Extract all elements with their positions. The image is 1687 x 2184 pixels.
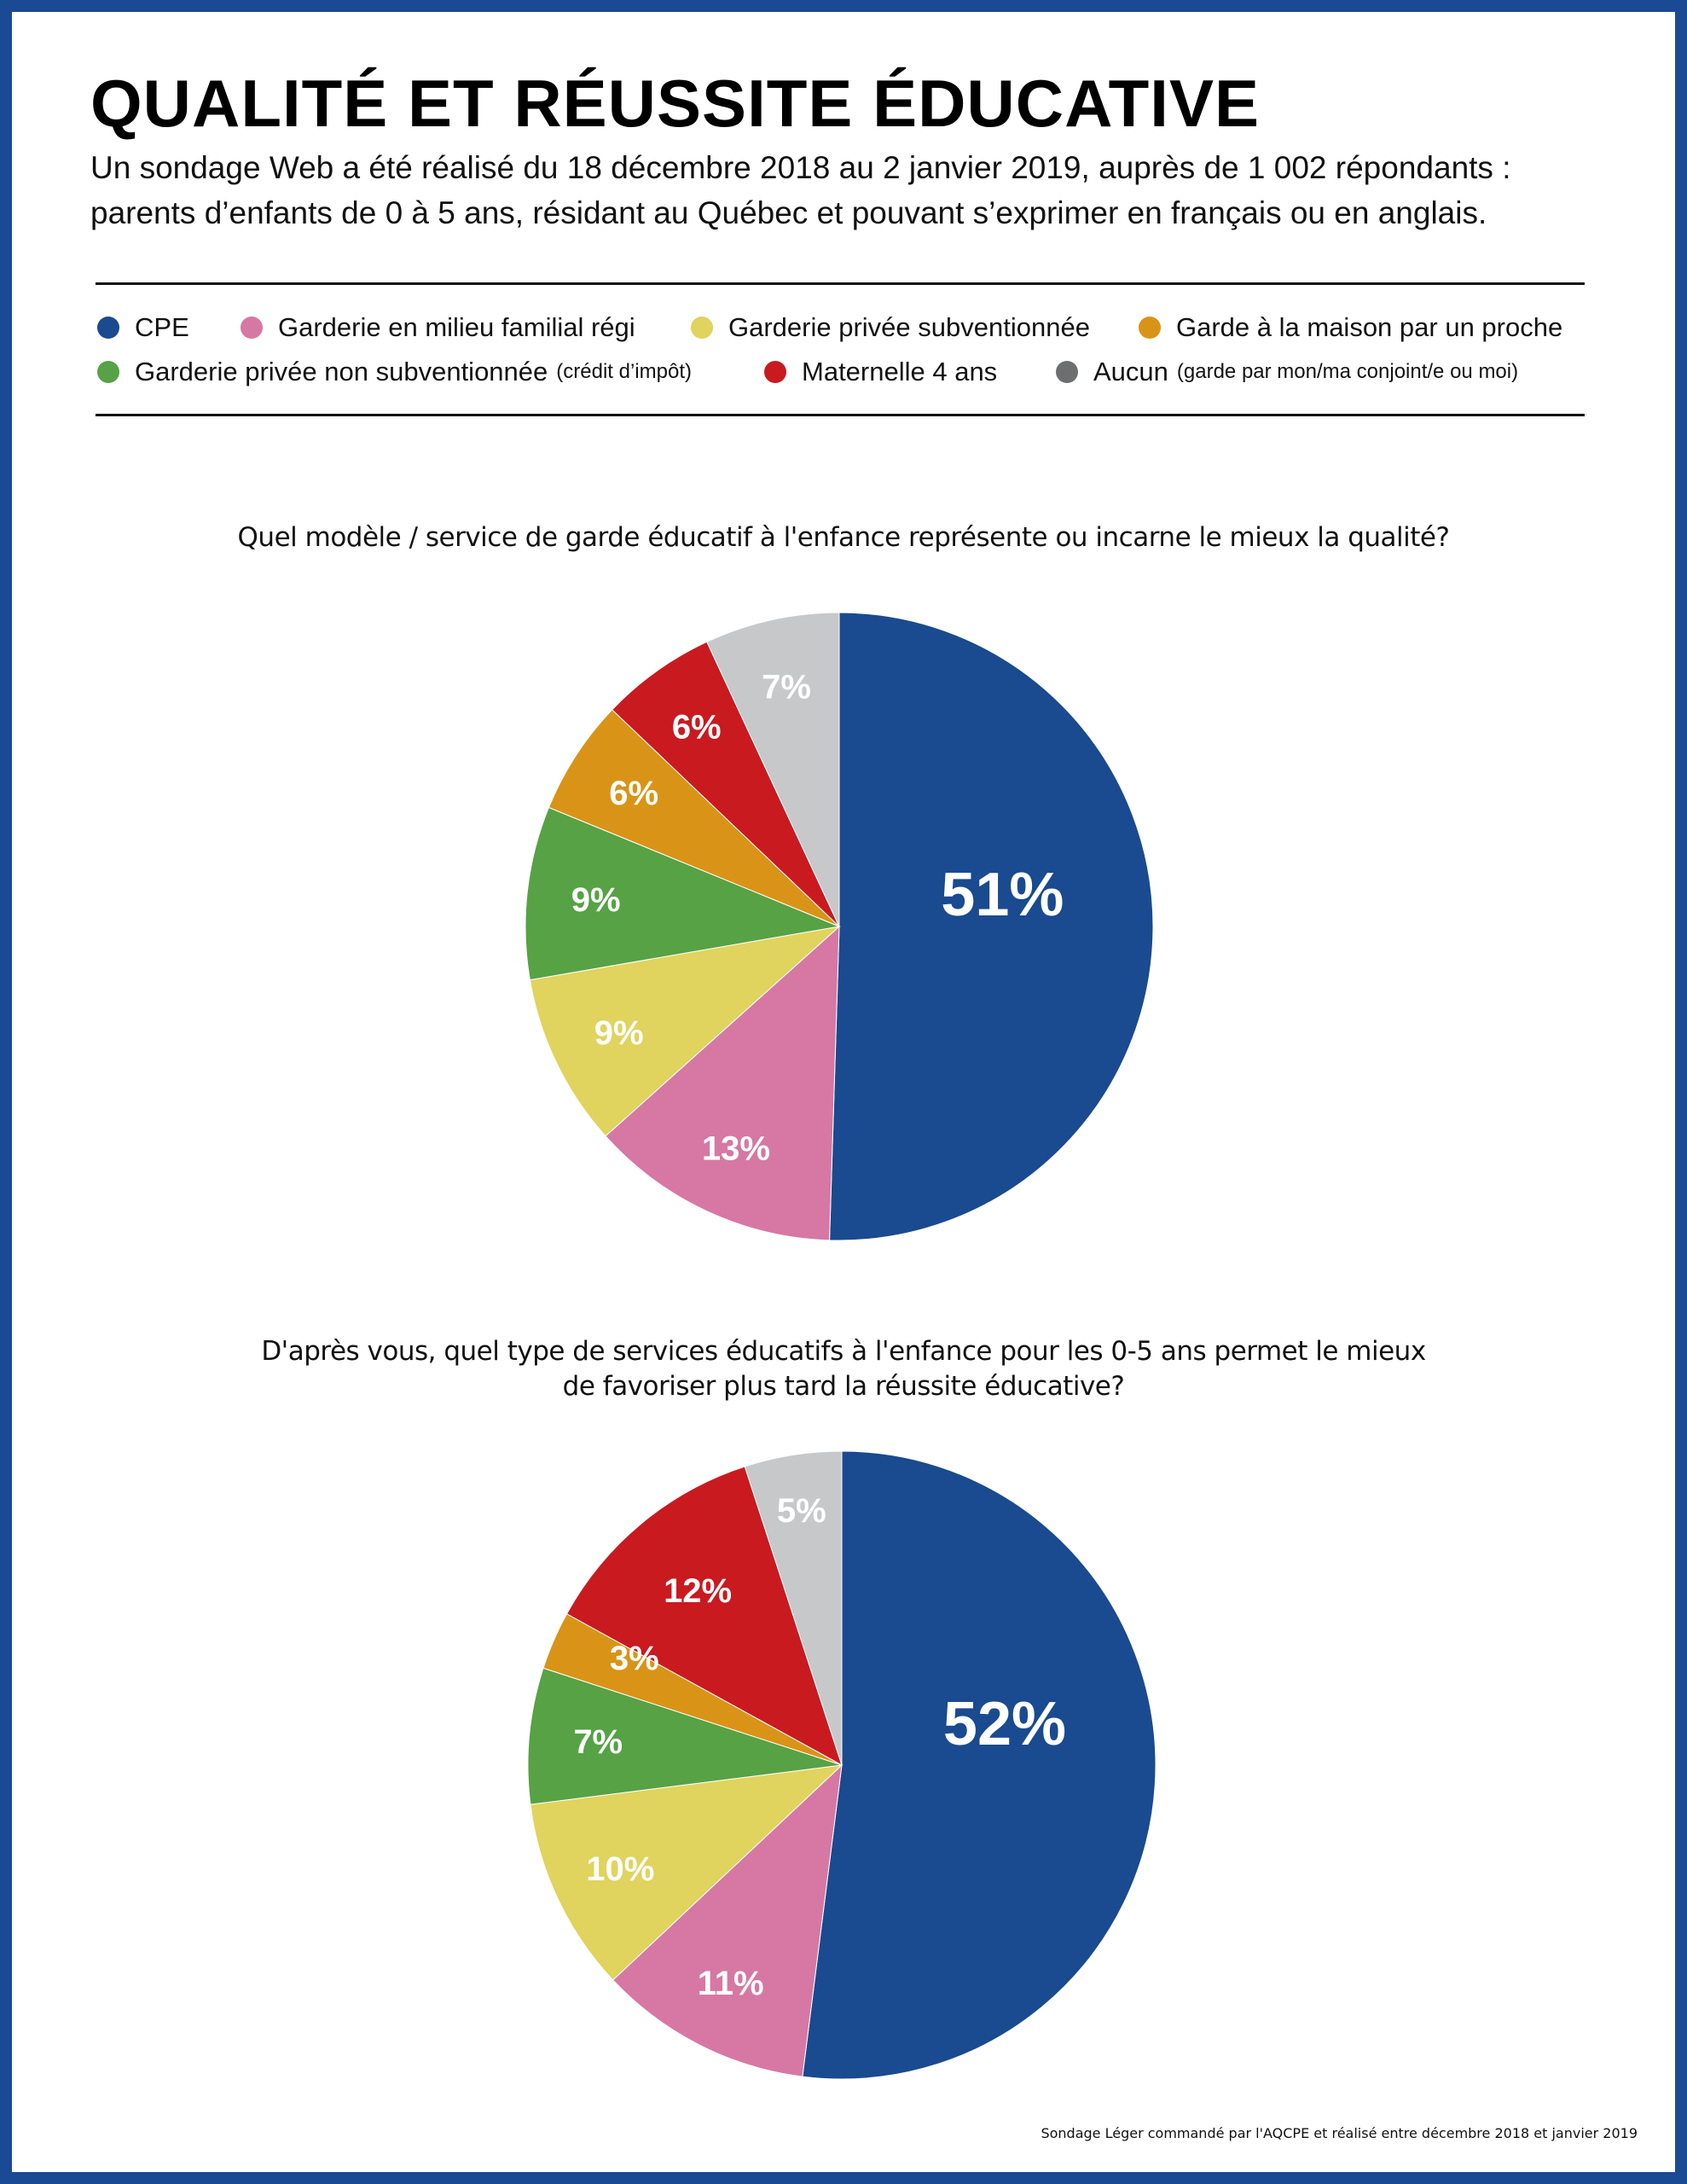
legend-item-privee-non-subventionnee: Garderie privée non subventionnée (crédi… (97, 357, 692, 387)
pie-1-slice-maternelle (612, 641, 840, 927)
source-note: Sondage Léger commandé par l'AQCPE et ré… (1041, 2125, 1638, 2141)
pie-1-slice-privee-subventionnee (529, 926, 841, 1137)
pie-2-slice-maternelle (565, 1466, 843, 1767)
pie-2-label-aucun: 5% (777, 1492, 826, 1530)
pie-2-label-privee-non-subventionnee: 7% (573, 1723, 623, 1761)
survey-description: Un sondage Web a été réalisé du 18 décem… (90, 145, 1511, 235)
legend-dot-maternelle (764, 361, 786, 383)
legend-dot-privee-subventionnee (691, 317, 713, 339)
pie-1-label-maternelle: 6% (672, 709, 722, 746)
pie-2-label-maternelle: 12% (664, 1572, 732, 1610)
chart-2-question: D'après vous, quel type de services éduc… (0, 1334, 1687, 1404)
pie-1-slice-cpe (829, 612, 1154, 1241)
legend-label-privee-subventionnee: Garderie privée subventionnée (728, 312, 1090, 342)
legend-note-aucun: (garde par mon/ma conjoint/e ou moi) (1176, 360, 1519, 383)
pie-1-label-cpe: 51% (941, 861, 1064, 929)
legend-item-milieu-familial: Garderie en milieu familial régi (241, 312, 635, 343)
legend-note-credit-impot: (crédit d’impôt) (556, 360, 692, 383)
legend-divider-bottom (96, 414, 1585, 416)
pie-1-label-milieu-familial: 13% (702, 1130, 770, 1167)
page-title: QUALITÉ ET RÉUSSITE ÉDUCATIVE (90, 66, 1260, 141)
legend-item-cpe: CPE (97, 312, 189, 343)
pie-1-label-privee-subventionnee: 9% (594, 1014, 644, 1052)
survey-description-line-1: Un sondage Web a été réalisé du 18 décem… (90, 150, 1511, 185)
pie-1-label-garde-proche: 6% (609, 775, 658, 812)
legend-label-aucun: Aucun (1093, 357, 1168, 386)
pie-2-slice-privee-subventionnee (530, 1764, 844, 1981)
legend-item-aucun: Aucun (garde par mon/ma conjoint/e ou mo… (1056, 357, 1518, 387)
legend-label-maternelle: Maternelle 4 ans (802, 357, 998, 386)
pie-chart-qualite: 51% 13% 9% 9% 6% 6% 7% (525, 612, 1154, 1241)
pie-2-slice-privee-non-subventionnee (527, 1667, 843, 1805)
legend-item-maternelle: Maternelle 4 ans (764, 357, 997, 387)
legend-dot-cpe (97, 317, 119, 339)
legend-label-cpe: CPE (135, 312, 189, 342)
legend-item-privee-subventionnee: Garderie privée subventionnée (691, 312, 1090, 343)
legend-label-milieu-familial: Garderie en milieu familial régi (278, 312, 635, 342)
pie-2-slice-milieu-familial (612, 1763, 843, 2077)
pie-2-label-garde-proche: 3% (610, 1640, 659, 1677)
pie-1-slice-milieu-familial (605, 925, 840, 1241)
pie-2-slice-cpe (802, 1450, 1157, 2080)
pie-1-slice-privee-non-subventionnee (525, 806, 841, 981)
legend-dot-garde-proche (1139, 317, 1161, 339)
legend-dot-milieu-familial (241, 317, 263, 339)
legend-divider-top (96, 282, 1585, 285)
chart-2-question-line-2: de favoriser plus tard la réussite éduca… (562, 1371, 1125, 1402)
pie-1-label-aucun: 7% (762, 669, 811, 706)
survey-description-line-2: parents d’enfants de 0 à 5 ans, résidant… (90, 195, 1487, 230)
pie-2-label-cpe: 52% (943, 1690, 1066, 1758)
chart-2-question-line-1: D'après vous, quel type de services éduc… (261, 1336, 1426, 1367)
legend-label-garde-proche: Garde à la maison par un proche (1176, 312, 1563, 342)
pie-chart-reussite: 52% 11% 10% 7% 3%12% 5% (527, 1450, 1157, 2080)
legend-dot-aucun (1056, 361, 1078, 383)
pie-1-slice-garde-proche (548, 709, 840, 927)
pie-1-label-privee-non-subventionnee: 9% (571, 881, 621, 919)
legend-label-privee-non-subventionnee: Garderie privée non subventionnée (135, 357, 548, 386)
legend-dot-privee-non-subventionnee (97, 361, 119, 383)
pie-2-slice-aucun (744, 1450, 843, 1766)
pie-1-slice-aucun (706, 612, 840, 927)
chart-1-question: Quel modèle / service de garde éducatif … (237, 522, 1450, 553)
pie-2-label-milieu-familial: 11% (698, 1965, 764, 2002)
pie-2-label-privee-subventionnee: 10% (586, 1850, 654, 1888)
legend-item-garde-proche: Garde à la maison par un proche (1139, 312, 1562, 343)
